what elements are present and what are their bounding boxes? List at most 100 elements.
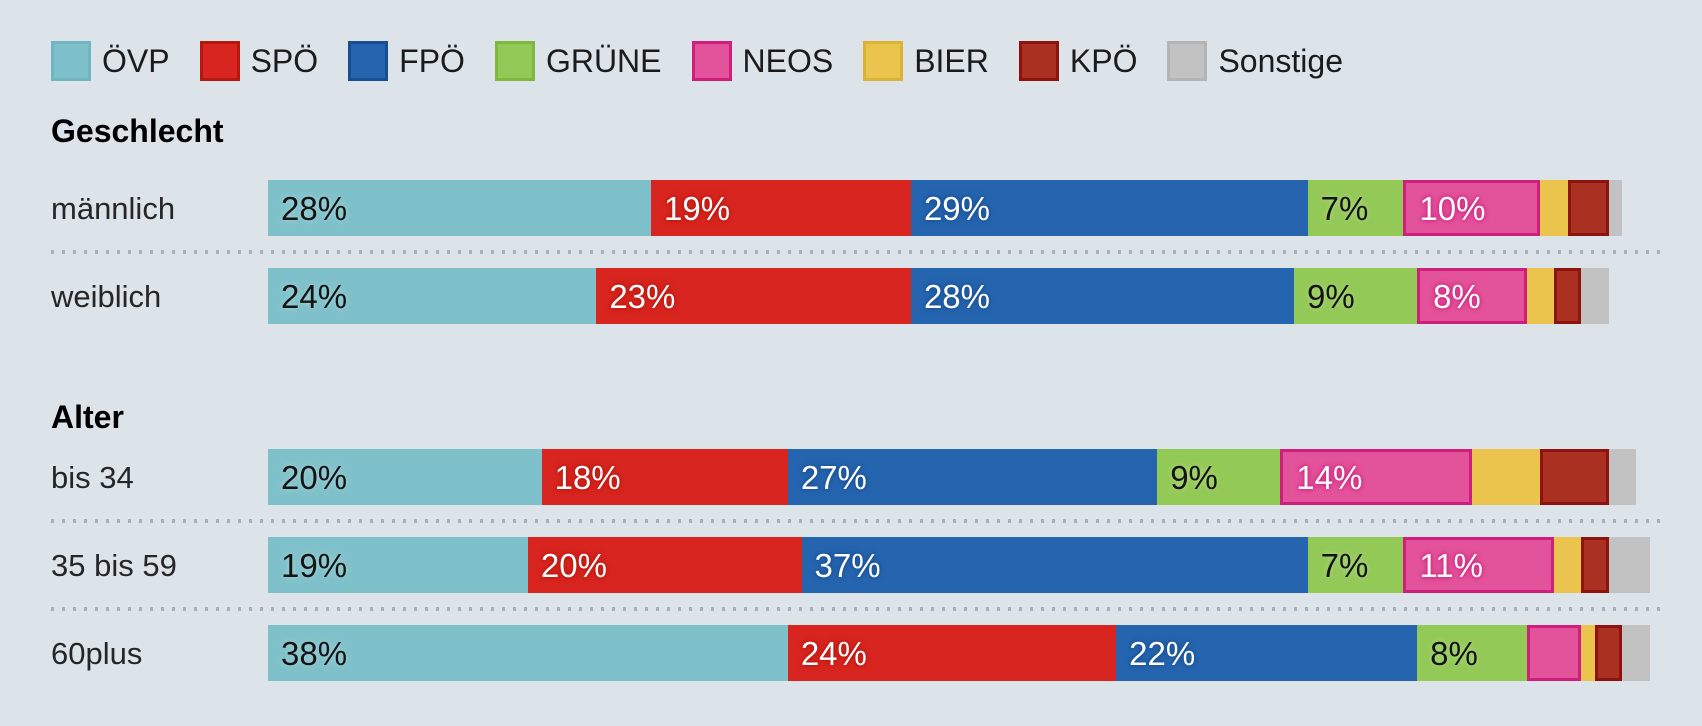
section-title: Alter bbox=[51, 399, 124, 435]
legend-label: FPÖ bbox=[399, 43, 465, 79]
segment-neos: 11% bbox=[1403, 537, 1554, 593]
legend-swatch-fpo bbox=[348, 41, 389, 81]
legend: ÖVP SPÖ FPÖ GRÜNE NEOS BIER KPÖ Sonstige bbox=[51, 40, 1702, 82]
segment-kpo bbox=[1540, 449, 1609, 505]
segment-ovp: 28% bbox=[268, 180, 652, 236]
segment-value-label: 29% bbox=[923, 189, 990, 227]
row-label: 35 bis 59 bbox=[51, 547, 177, 583]
segment-value-label: 19% bbox=[664, 189, 731, 227]
legend-label: SPÖ bbox=[250, 43, 319, 79]
legend-label: NEOS bbox=[742, 43, 834, 79]
segment-kpo bbox=[1567, 180, 1609, 236]
legend-swatch-bier bbox=[863, 41, 904, 81]
segment-spo: 23% bbox=[596, 268, 911, 324]
segment-value-label: 27% bbox=[800, 458, 867, 496]
segment-bier bbox=[1553, 537, 1582, 593]
legend-label: ÖVP bbox=[102, 43, 170, 79]
legend-swatch-grune bbox=[494, 41, 535, 81]
legend-item-grune: GRÜNE bbox=[494, 41, 662, 81]
segment-value-label: 24% bbox=[800, 634, 867, 672]
segment-value-label: 28% bbox=[281, 189, 348, 227]
segment-value-label: 19% bbox=[281, 546, 348, 584]
segment-value-label: 14% bbox=[1296, 458, 1363, 496]
segment-value-label: 28% bbox=[923, 277, 990, 315]
segment-grune: 9% bbox=[1157, 449, 1281, 505]
dotted-line bbox=[51, 607, 1663, 611]
legend-item-spo: SPÖ bbox=[199, 41, 319, 81]
segment-value-label: 10% bbox=[1419, 189, 1486, 227]
segment-grune: 8% bbox=[1417, 625, 1527, 681]
segment-fpo: 27% bbox=[787, 449, 1158, 505]
legend-label: KPÖ bbox=[1069, 43, 1138, 79]
stacked-bar: 38% 24% 22% 8% bbox=[268, 625, 1650, 681]
stacked-bar: 24% 23% 28% 9% 8% bbox=[268, 268, 1609, 324]
segment-spo: 18% bbox=[541, 449, 788, 505]
segment-neos: 8% bbox=[1417, 268, 1527, 324]
legend-swatch-kpo bbox=[1018, 41, 1059, 81]
segment-sonstige bbox=[1608, 537, 1650, 593]
segment-value-label: 24% bbox=[281, 277, 348, 315]
row-separator bbox=[51, 593, 1702, 625]
segment-sonstige bbox=[1622, 625, 1650, 681]
legend-label: BIER bbox=[914, 43, 989, 79]
legend-swatch-sonstige bbox=[1167, 41, 1208, 81]
segment-value-label: 11% bbox=[1419, 546, 1484, 584]
segment-value-label: 8% bbox=[1430, 634, 1478, 672]
legend-item-ovp: ÖVP bbox=[51, 41, 170, 81]
row-separator bbox=[51, 236, 1702, 268]
segment-value-label: 37% bbox=[814, 546, 881, 584]
segment-value-label: 7% bbox=[1320, 546, 1369, 584]
bar-row-weiblich: weiblich 24% 23% 28% 9% 8% bbox=[51, 268, 1702, 324]
segment-spo: 24% bbox=[787, 625, 1117, 681]
segment-value-label: 38% bbox=[281, 634, 348, 672]
segment-bier bbox=[1540, 180, 1568, 236]
section-geschlecht: Geschlecht männlich 28% 19% 29% 7% 10% weiblich… bbox=[51, 112, 1702, 324]
segment-spo: 20% bbox=[527, 537, 802, 593]
segment-fpo: 28% bbox=[910, 268, 1294, 324]
row-label: 60plus bbox=[51, 635, 143, 671]
dotted-line bbox=[51, 519, 1663, 523]
segment-value-label: 23% bbox=[609, 277, 676, 315]
legend-item-kpo: KPÖ bbox=[1018, 41, 1138, 81]
legend-swatch-ovp bbox=[51, 41, 91, 81]
segment-sonstige bbox=[1608, 180, 1623, 236]
segment-spo: 19% bbox=[651, 180, 911, 236]
section-alter: Alter bis 34 20% 18% 27% 9% 14% 35 bis 59 19% 20%… bbox=[51, 398, 1702, 681]
bar-row-mannlich: männlich 28% 19% 29% 7% 10% bbox=[51, 180, 1702, 236]
row-label: männlich bbox=[51, 190, 176, 226]
legend-item-bier: BIER bbox=[863, 41, 989, 81]
legend-swatch-neos bbox=[691, 41, 732, 81]
segment-sonstige bbox=[1608, 449, 1636, 505]
legend-item-neos: NEOS bbox=[691, 41, 834, 81]
bar-row-35-bis-59: 35 bis 59 19% 20% 37% 7% 11% bbox=[51, 537, 1702, 593]
segment-kpo bbox=[1553, 268, 1582, 324]
legend-label: GRÜNE bbox=[545, 43, 662, 79]
segment-grune: 7% bbox=[1307, 537, 1404, 593]
segment-value-label: 20% bbox=[540, 546, 607, 584]
stacked-bar-chart: Geschlecht männlich 28% 19% 29% 7% 10% weiblich… bbox=[51, 112, 1702, 681]
legend-swatch-spo bbox=[199, 41, 240, 81]
segment-fpo: 37% bbox=[801, 537, 1308, 593]
row-label: bis 34 bbox=[51, 459, 134, 495]
segment-kpo bbox=[1594, 625, 1623, 681]
segment-value-label: 22% bbox=[1129, 634, 1196, 672]
stacked-bar: 20% 18% 27% 9% 14% bbox=[268, 449, 1636, 505]
segment-neos: 10% bbox=[1403, 180, 1541, 236]
legend-item-fpo: FPÖ bbox=[348, 41, 465, 81]
section-title: Geschlecht bbox=[51, 113, 224, 149]
segment-neos bbox=[1526, 625, 1582, 681]
stacked-bar: 19% 20% 37% 7% 11% bbox=[268, 537, 1650, 593]
bar-row-60plus: 60plus 38% 24% 22% 8% bbox=[51, 625, 1702, 681]
segment-value-label: 9% bbox=[1170, 458, 1218, 496]
segment-grune: 7% bbox=[1307, 180, 1404, 236]
row-separator bbox=[51, 505, 1702, 537]
segment-value-label: 9% bbox=[1306, 277, 1355, 315]
dotted-line bbox=[51, 250, 1663, 254]
segment-ovp: 20% bbox=[268, 449, 542, 505]
segment-neos: 14% bbox=[1280, 449, 1472, 505]
segment-value-label: 18% bbox=[554, 458, 621, 496]
segment-bier bbox=[1471, 449, 1541, 505]
stacked-bar: 28% 19% 29% 7% 10% bbox=[268, 180, 1623, 236]
segment-value-label: 7% bbox=[1320, 189, 1369, 227]
